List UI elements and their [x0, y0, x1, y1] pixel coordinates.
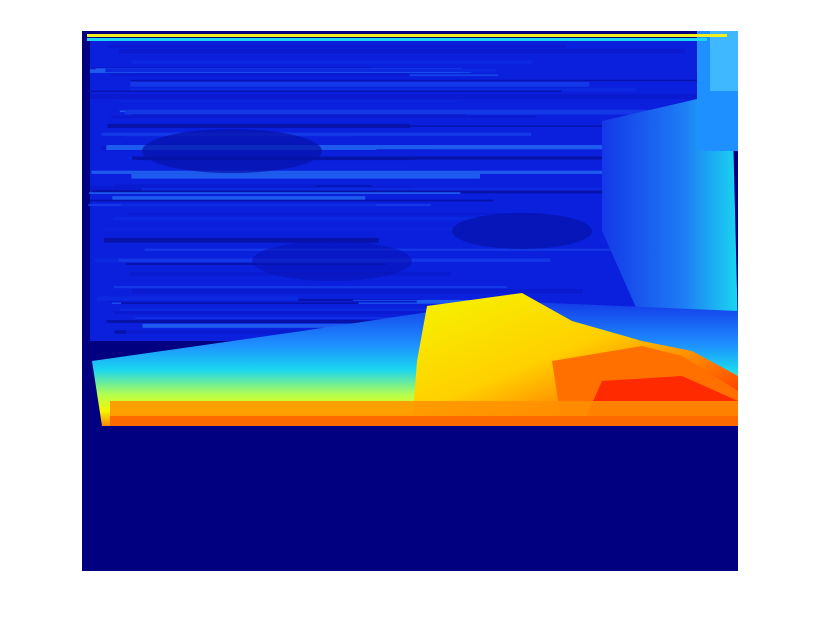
streak-line [91, 189, 679, 194]
streak-line [119, 308, 732, 312]
streak-line [114, 311, 695, 314]
streak-line [90, 199, 494, 202]
streak-line [90, 94, 704, 99]
streak-line [141, 187, 640, 191]
streak-line [119, 49, 685, 54]
streak-line [114, 286, 508, 289]
streak-line [118, 101, 458, 103]
streak-line [106, 320, 500, 323]
streak-line [113, 217, 480, 221]
streak-line [126, 330, 395, 334]
streak-line [112, 196, 366, 201]
streak-line [121, 204, 376, 207]
streak-line [121, 302, 359, 304]
lower-invalid-region [82, 426, 738, 571]
streak-line [130, 79, 706, 81]
streak-line [107, 300, 417, 303]
streak-line [105, 68, 496, 73]
streak-line [130, 81, 590, 87]
dark-patch [142, 129, 322, 173]
streak-line [103, 237, 379, 243]
streak-line [126, 213, 543, 215]
streak-line [91, 67, 374, 70]
streak-line [87, 90, 562, 92]
streak-line [135, 317, 517, 319]
top-streak [87, 34, 727, 37]
streak-line [91, 170, 720, 174]
streak-line [124, 109, 715, 115]
streak-line [97, 296, 299, 301]
streak-line [107, 123, 410, 128]
streak-line [111, 115, 536, 118]
depth-map-svg [82, 31, 738, 571]
streak-line [129, 87, 637, 92]
streak-line [132, 289, 583, 294]
streak-line [131, 60, 533, 64]
streak-line [131, 173, 480, 179]
depth-map-image [82, 31, 738, 571]
streak-line [107, 145, 733, 150]
streak-line [114, 184, 317, 188]
streak-line [108, 45, 567, 48]
streak-line [89, 192, 461, 194]
streak-line [111, 73, 410, 76]
streak-line [103, 228, 462, 230]
